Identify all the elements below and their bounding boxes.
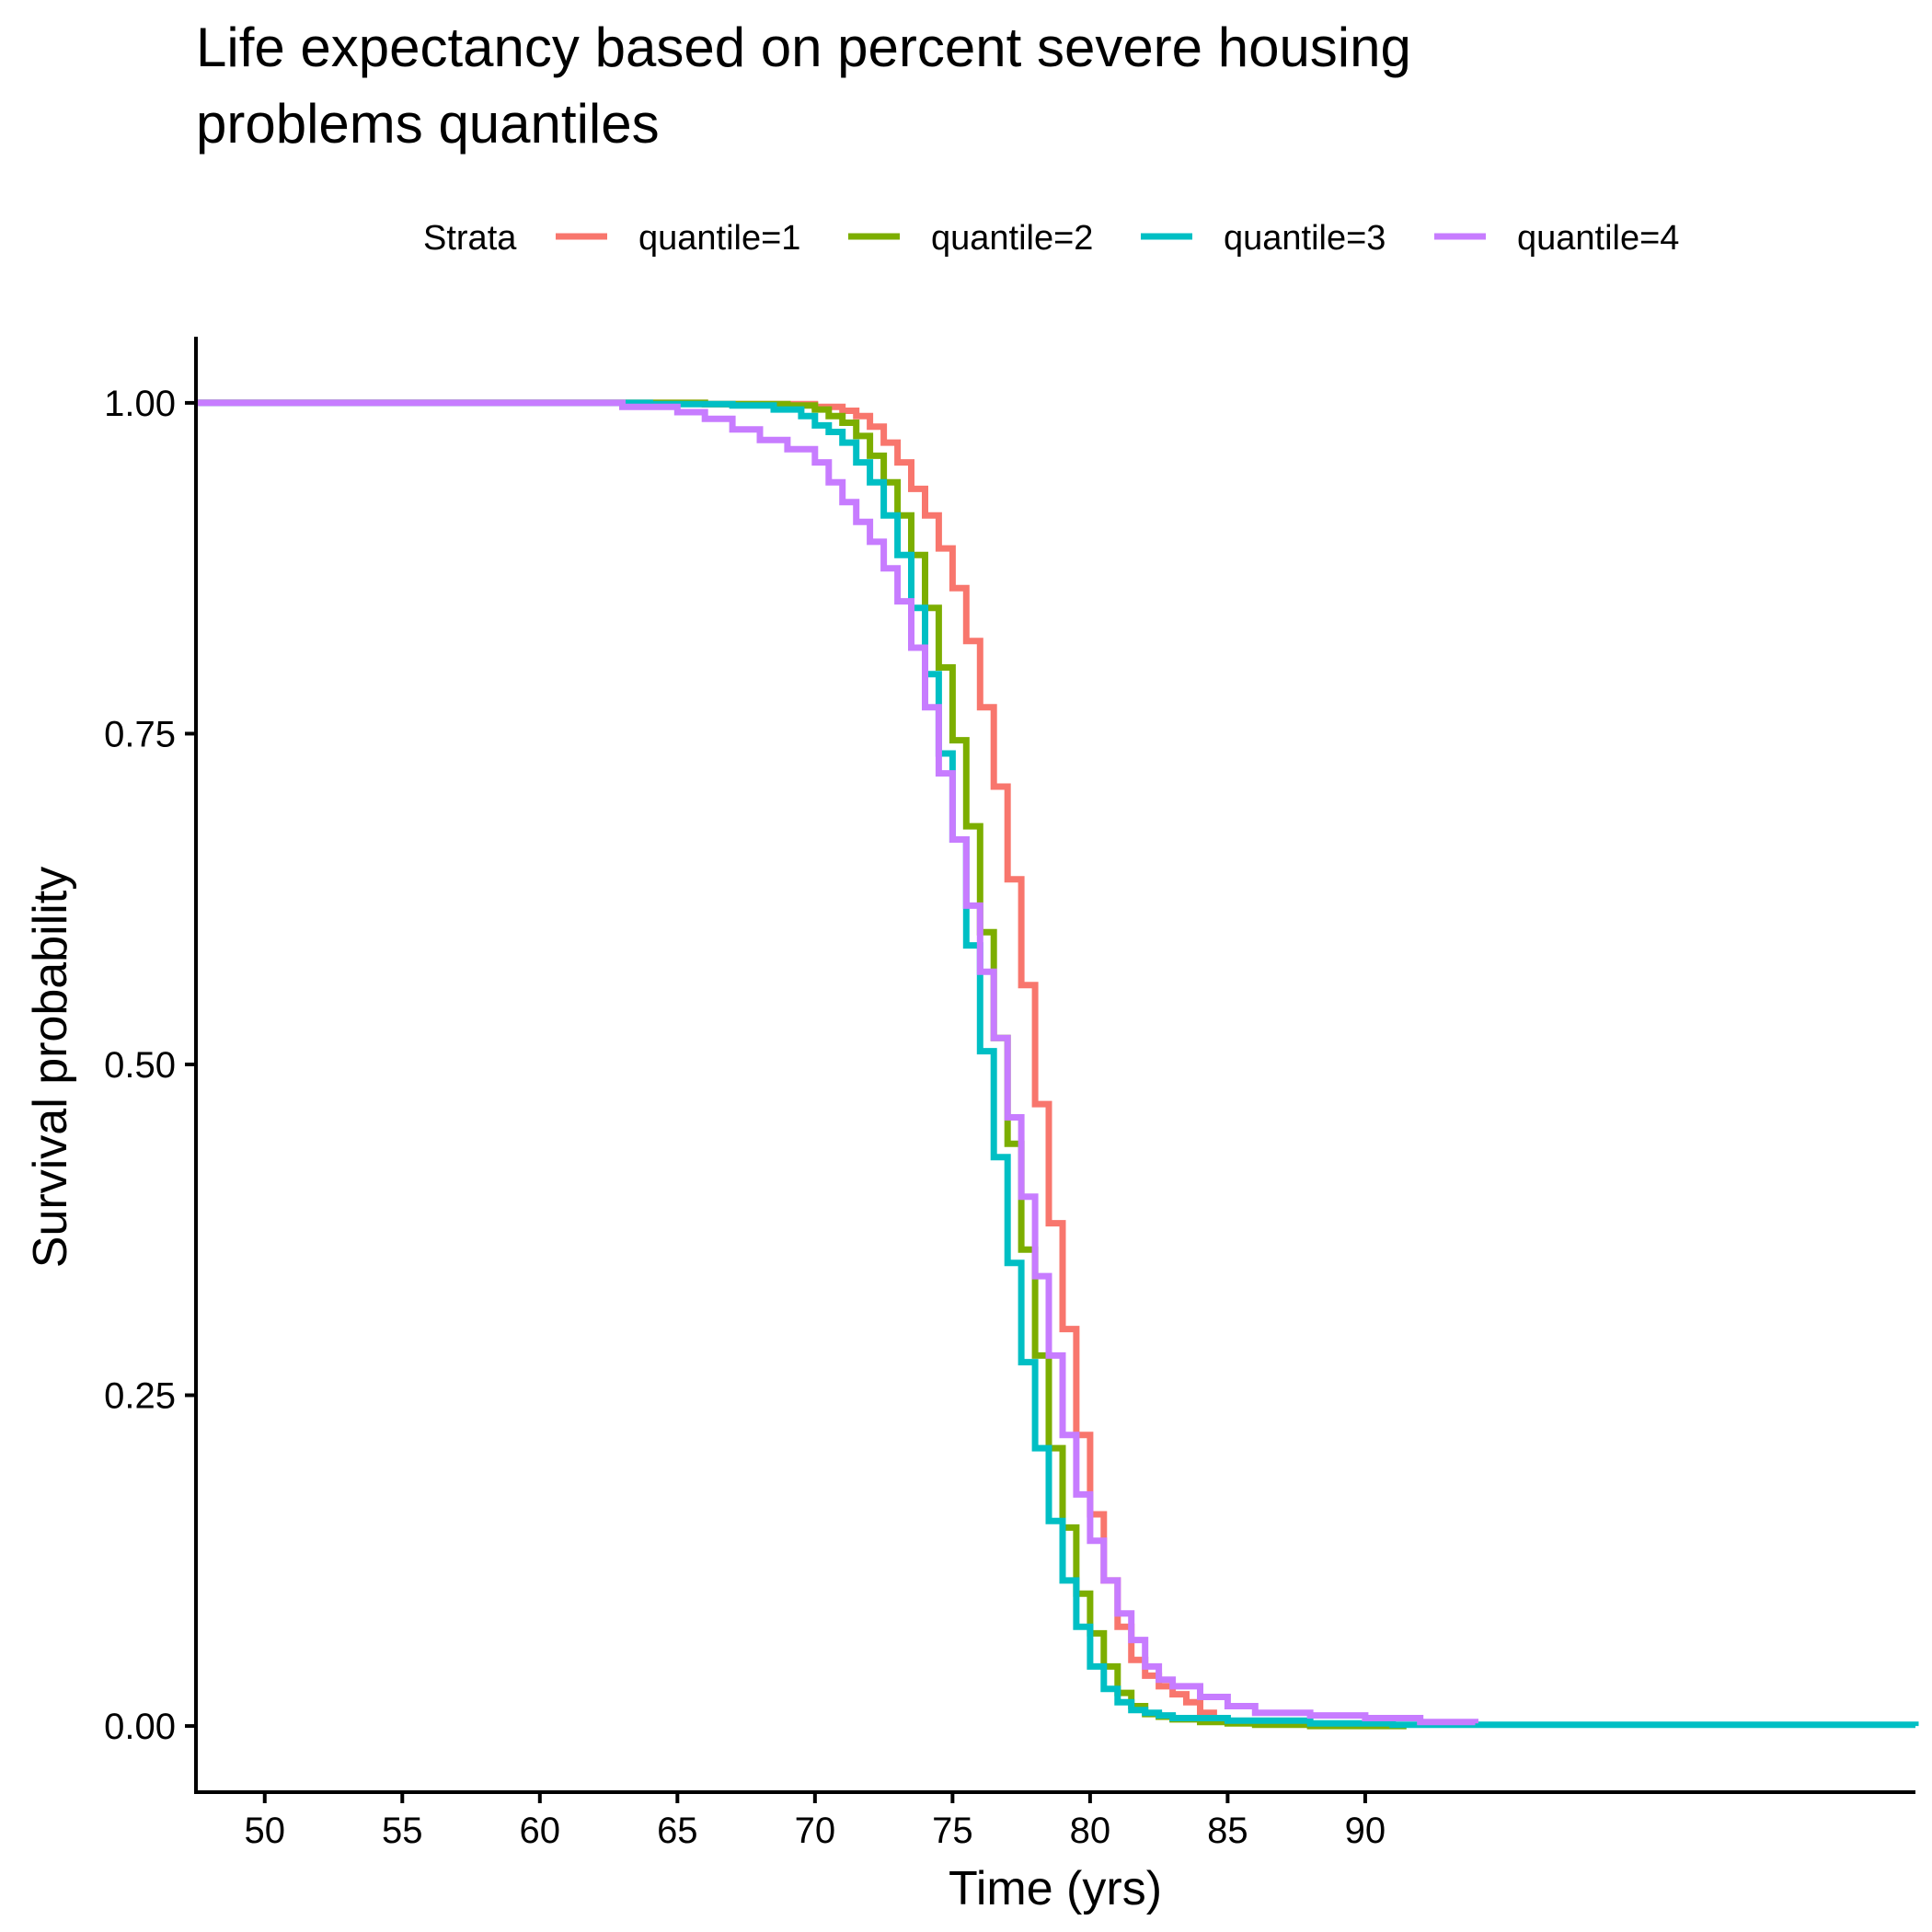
legend-title: Strata [423, 219, 517, 258]
legend-label-quantile-3: quantile=3 [1224, 219, 1386, 258]
x-ticks: 50 55 60 65 70 75 80 85 90 [245, 1792, 1386, 1851]
y-tick-label: 0.00 [104, 1707, 176, 1747]
series-line-quantile-3 [196, 399, 1919, 1729]
legend-label-quantile-2: quantile=2 [931, 219, 1093, 258]
series-line-quantile-1 [196, 399, 1231, 1723]
chart-title-line-1: Life expectancy based on percent severe … [196, 17, 1411, 78]
legend-label-quantile-4: quantile=4 [1517, 219, 1679, 258]
y-tick-label: 0.75 [104, 714, 176, 754]
y-tick-label: 0.25 [104, 1376, 176, 1417]
series-line-quantile-2 [196, 399, 1407, 1730]
series-line-quantile-4 [196, 399, 1478, 1726]
x-tick-label: 55 [382, 1811, 423, 1851]
chart-title-line-2: problems quantiles [196, 93, 660, 155]
plot-area: 0.00 0.25 0.50 0.75 1.00 50 55 60 65 70 75 80 85 90 [104, 337, 1919, 1851]
x-tick-label: 80 [1070, 1811, 1111, 1851]
y-ticks: 0.00 0.25 0.50 0.75 1.00 [104, 384, 196, 1747]
y-axis-title: Survival probability [24, 867, 77, 1268]
x-tick-label: 50 [245, 1811, 286, 1851]
legend-label-quantile-1: quantile=1 [638, 219, 800, 258]
x-tick-label: 70 [795, 1811, 836, 1851]
x-tick-label: 90 [1345, 1811, 1386, 1851]
x-tick-label: 65 [657, 1811, 698, 1851]
y-tick-label: 1.00 [104, 384, 176, 424]
x-tick-label: 85 [1207, 1811, 1248, 1851]
x-tick-label: 75 [932, 1811, 973, 1851]
y-tick-label: 0.50 [104, 1045, 176, 1086]
series-layer [196, 399, 1919, 1730]
x-axis-title: Time (yrs) [949, 1862, 1162, 1915]
x-tick-label: 60 [520, 1811, 561, 1851]
legend: Strata quantile=1 quantile=2 quantile=3 qua… [423, 219, 1679, 258]
